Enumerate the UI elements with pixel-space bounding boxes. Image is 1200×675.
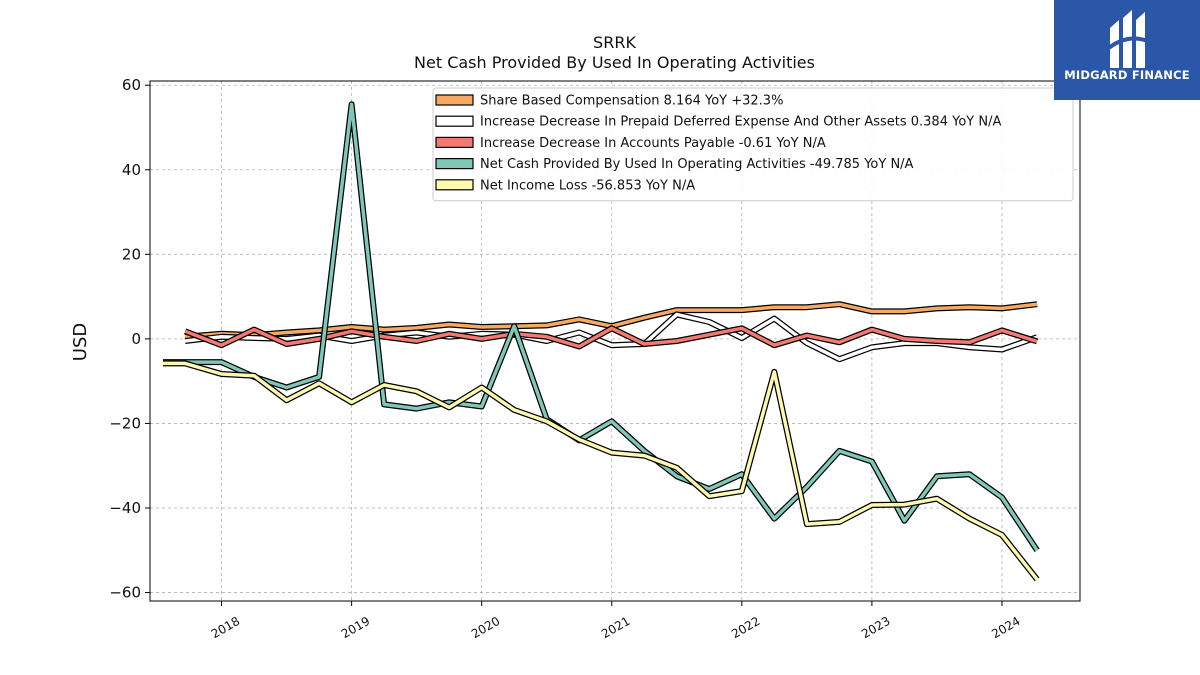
- x-tick-label: 2024: [989, 614, 1022, 641]
- legend-box: [432, 87, 1074, 202]
- series-line: [163, 361, 1039, 581]
- y-tick-label: 20: [122, 245, 141, 263]
- logo-mark-icon: [1104, 10, 1151, 68]
- y-tick-label: 40: [122, 161, 141, 179]
- series-2: [184, 325, 1038, 350]
- series-layer: [163, 101, 1040, 582]
- y-tick-label: 0: [131, 330, 141, 348]
- legend-label: Net Cash Provided By Used In Operating A…: [480, 157, 914, 172]
- series-4: [163, 360, 1040, 582]
- series-line: [163, 102, 1039, 552]
- chart-title: SRRK: [593, 33, 636, 52]
- plot-frame: [149, 80, 1081, 602]
- y-tick-label: 60: [122, 76, 141, 94]
- y-tick-label: −20: [109, 414, 141, 432]
- legend-swatch: [435, 136, 474, 148]
- series-line: [184, 326, 1038, 349]
- brand-logo: MIDGARD FINANCE: [1054, 0, 1200, 100]
- x-tick-label: 2021: [599, 614, 632, 641]
- y-axis-label: USD: [70, 323, 91, 361]
- y-tick-label: −60: [109, 584, 141, 602]
- x-tick-label: 2019: [339, 614, 372, 641]
- legend-label: Increase Decrease In Accounts Payable -0…: [480, 136, 826, 151]
- legend-label: Increase Decrease In Prepaid Deferred Ex…: [480, 115, 1001, 130]
- legend: Share Based Compensation 8.164 YoY +32.3…: [432, 87, 1074, 202]
- chart-subtitle: Net Cash Provided By Used In Operating A…: [414, 53, 815, 72]
- legend-swatch: [435, 94, 474, 106]
- legend-label: Net Income Loss -56.853 YoY N/A: [480, 178, 695, 193]
- series-3: [163, 101, 1040, 552]
- x-tick-label: 2022: [729, 614, 762, 641]
- legend-swatch: [435, 115, 474, 127]
- x-tick-label: 2023: [859, 614, 892, 641]
- legend-swatch: [435, 179, 474, 191]
- x-tick-label: 2018: [209, 614, 242, 641]
- x-tick-label: 2020: [469, 614, 502, 641]
- y-tick-label: −40: [109, 499, 141, 517]
- legend-swatch: [435, 158, 474, 170]
- legend-label: Share Based Compensation 8.164 YoY +32.3…: [480, 94, 783, 109]
- logo-text: MIDGARD FINANCE: [1064, 68, 1190, 82]
- grid-layer: [150, 81, 1080, 601]
